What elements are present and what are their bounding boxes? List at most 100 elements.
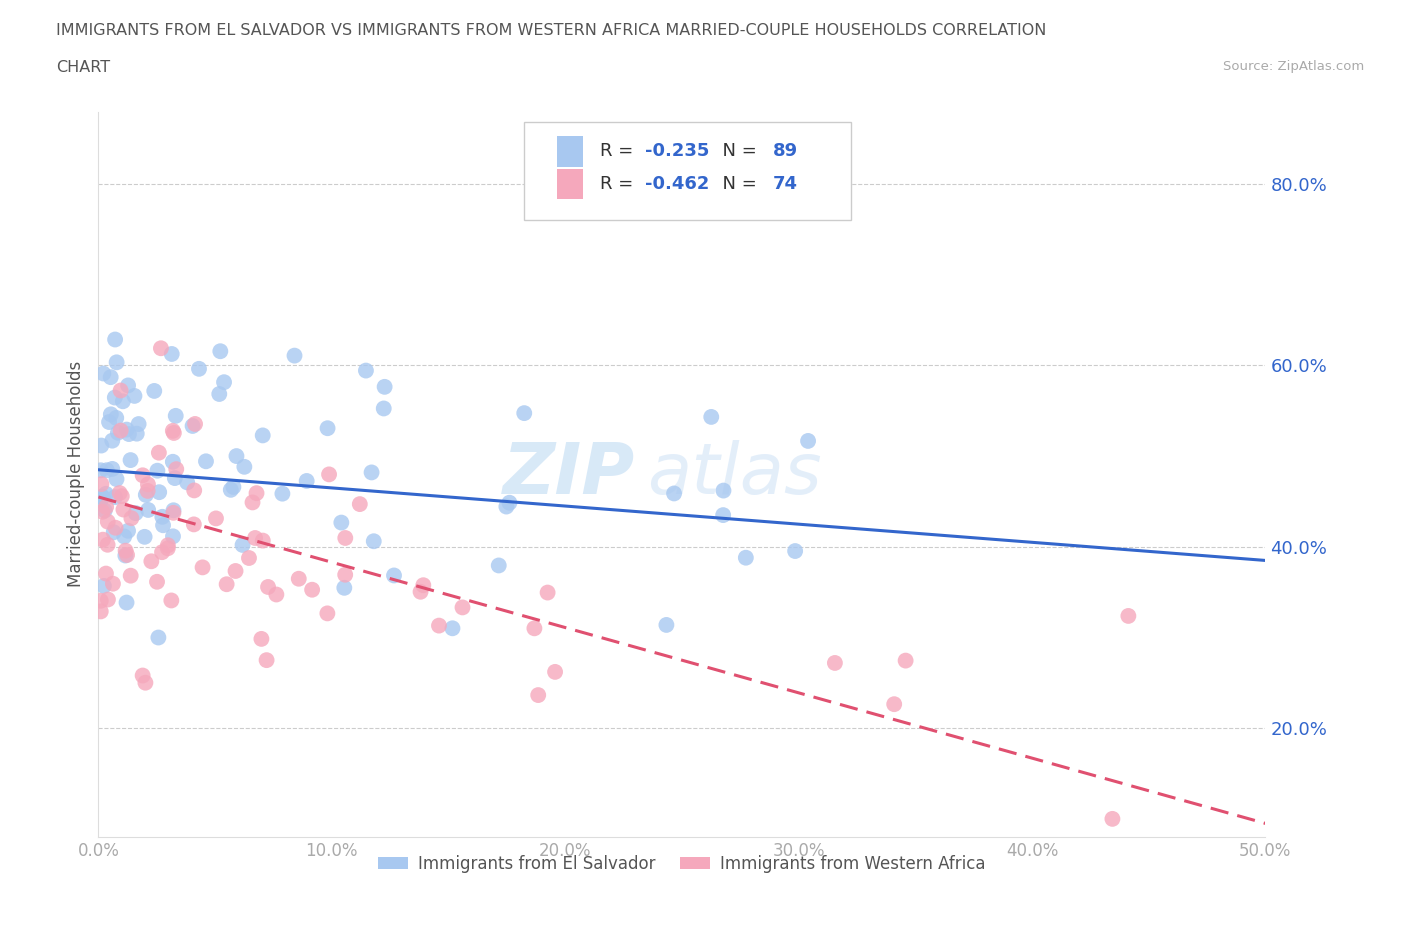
Point (131, 668, 153, 683)
Point (165, 461, 187, 476)
Text: R =: R = (600, 175, 640, 193)
Point (162, 505, 184, 520)
Legend: Immigrants from El Salvador, Immigrants from Western Africa: Immigrants from El Salvador, Immigrants … (371, 848, 993, 880)
Point (256, 653, 278, 668)
Point (894, 653, 917, 668)
Point (120, 453, 142, 468)
Point (266, 587, 288, 602)
Point (713, 483, 735, 498)
Point (105, 355, 128, 370)
Point (117, 524, 139, 538)
Point (94, 486, 117, 501)
Point (527, 687, 550, 702)
Point (162, 455, 184, 470)
Point (90, 477, 112, 492)
Point (409, 584, 432, 599)
Point (91, 504, 114, 519)
Point (146, 463, 169, 478)
Point (215, 577, 238, 591)
Point (824, 656, 846, 671)
Point (498, 496, 520, 511)
Point (257, 579, 280, 594)
Point (208, 387, 231, 402)
Point (105, 410, 128, 425)
Text: N =: N = (711, 142, 762, 161)
Point (94, 566, 117, 581)
Point (191, 560, 214, 575)
Point (111, 393, 134, 408)
Text: ZIP: ZIP (503, 440, 636, 509)
Point (360, 465, 382, 480)
Text: 89: 89 (773, 142, 799, 161)
Point (104, 520, 127, 535)
Point (242, 495, 264, 510)
Point (148, 631, 170, 645)
Point (330, 515, 353, 530)
Point (382, 568, 405, 583)
Point (105, 472, 128, 486)
Point (349, 497, 371, 512)
Point (115, 548, 138, 563)
Point (134, 529, 156, 544)
Point (513, 405, 536, 420)
Point (662, 486, 685, 501)
Point (655, 618, 678, 632)
Point (101, 461, 124, 476)
FancyBboxPatch shape (524, 123, 851, 220)
Point (90, 593, 112, 608)
Point (1118, 608, 1140, 623)
Point (150, 545, 173, 560)
Point (711, 508, 734, 523)
Point (107, 425, 129, 440)
Point (96, 463, 118, 478)
Point (363, 534, 385, 549)
Point (160, 593, 183, 608)
Point (90, 463, 112, 478)
Point (427, 618, 450, 633)
Point (125, 506, 148, 521)
Point (233, 459, 256, 474)
FancyBboxPatch shape (557, 169, 582, 199)
Text: N =: N = (711, 175, 762, 193)
Point (271, 486, 294, 501)
Text: Source: ZipAtlas.com: Source: ZipAtlas.com (1223, 60, 1364, 73)
Point (318, 467, 340, 482)
Point (883, 697, 905, 711)
Point (1101, 811, 1123, 827)
Point (115, 422, 138, 437)
Point (143, 383, 166, 398)
Point (136, 484, 159, 498)
Point (148, 445, 170, 460)
Point (295, 473, 318, 488)
Point (451, 600, 474, 615)
Point (114, 543, 136, 558)
Point (98, 415, 121, 430)
Point (146, 575, 169, 590)
Point (110, 383, 132, 398)
Point (283, 348, 305, 363)
Point (163, 426, 186, 441)
Point (225, 564, 247, 578)
Text: 74: 74 (773, 175, 799, 193)
Text: IMMIGRANTS FROM EL SALVADOR VS IMMIGRANTS FROM WESTERN AFRICA MARRIED-COUPLE HOU: IMMIGRANTS FROM EL SALVADOR VS IMMIGRANT… (56, 23, 1046, 38)
Text: R =: R = (600, 142, 640, 161)
Point (700, 409, 723, 424)
Point (162, 503, 184, 518)
Point (205, 511, 228, 525)
Point (162, 529, 184, 544)
Point (120, 511, 142, 525)
Point (128, 417, 150, 432)
Point (90, 604, 112, 618)
Point (544, 664, 567, 679)
Point (136, 477, 159, 492)
Text: CHART: CHART (56, 60, 110, 75)
Point (333, 580, 356, 595)
FancyBboxPatch shape (557, 137, 582, 166)
Point (222, 480, 245, 495)
Point (335, 530, 357, 545)
Text: atlas: atlas (647, 440, 821, 509)
Point (97, 514, 120, 529)
Point (195, 454, 218, 469)
Point (91, 489, 114, 504)
Point (94, 499, 117, 514)
